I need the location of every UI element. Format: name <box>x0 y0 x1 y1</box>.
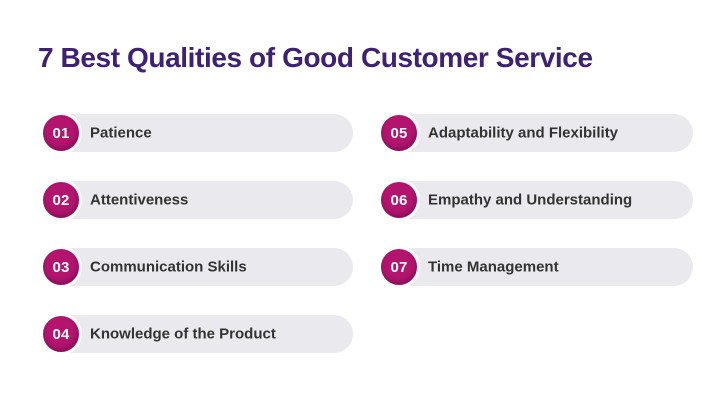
quality-label: Empathy and Understanding <box>428 191 633 209</box>
quality-label: Attentiveness <box>90 191 189 209</box>
quality-label: Time Management <box>428 258 559 276</box>
quality-number: 06 <box>390 191 408 209</box>
quality-number-badge: 04 <box>40 313 82 355</box>
qualities-grid: 01 Patience 05 Adaptability and Flexibil… <box>40 112 693 355</box>
quality-item-communication-skills: 03 Communication Skills <box>40 246 353 288</box>
quality-number: 04 <box>52 325 70 343</box>
quality-pill <box>48 248 353 286</box>
quality-number-badge: 05 <box>378 112 420 154</box>
quality-label: Communication Skills <box>90 258 247 276</box>
quality-pill <box>48 114 353 152</box>
quality-item-patience: 01 Patience <box>40 112 353 154</box>
quality-item-empathy-and-understanding: 06 Empathy and Understanding <box>378 179 693 221</box>
quality-number: 07 <box>390 258 408 276</box>
page-title: 7 Best Qualities of Good Customer Servic… <box>38 42 593 73</box>
quality-number-badge: 01 <box>40 112 82 154</box>
quality-pill <box>386 248 693 286</box>
quality-number-badge: 02 <box>40 179 82 221</box>
quality-pill <box>48 315 353 353</box>
quality-label: Adaptability and Flexibility <box>428 124 619 142</box>
quality-number: 03 <box>52 258 70 276</box>
quality-number-badge: 03 <box>40 246 82 288</box>
quality-item-knowledge-of-the-product: 04 Knowledge of the Product <box>40 313 353 355</box>
quality-pill <box>386 114 693 152</box>
quality-number: 01 <box>52 124 70 142</box>
quality-pill <box>386 181 693 219</box>
quality-label: Knowledge of the Product <box>90 325 276 343</box>
quality-pill <box>48 181 353 219</box>
quality-number-badge: 07 <box>378 246 420 288</box>
quality-item-time-management: 07 Time Management <box>378 246 693 288</box>
quality-item-adaptability-and-flexibility: 05 Adaptability and Flexibility <box>378 112 693 154</box>
quality-label: Patience <box>90 124 152 142</box>
quality-item-attentiveness: 02 Attentiveness <box>40 179 353 221</box>
quality-number: 05 <box>390 124 408 142</box>
quality-number-badge: 06 <box>378 179 420 221</box>
quality-number: 02 <box>52 191 70 209</box>
